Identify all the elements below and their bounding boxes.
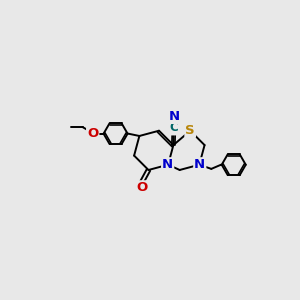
Text: N: N (194, 158, 205, 171)
Text: S: S (185, 124, 195, 137)
Text: N: N (162, 158, 173, 171)
Text: O: O (87, 127, 98, 140)
Text: C: C (169, 122, 178, 134)
Text: O: O (136, 181, 147, 194)
Text: N: N (168, 110, 179, 123)
